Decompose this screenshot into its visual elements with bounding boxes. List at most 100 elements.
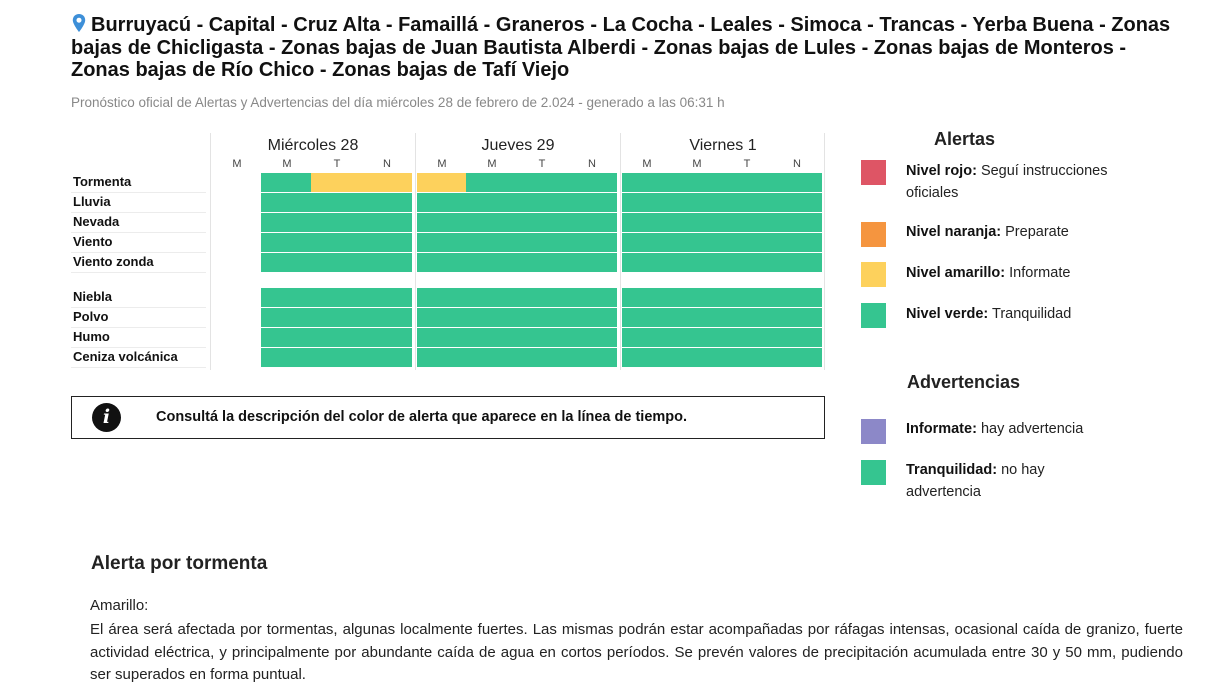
timeline-cell-verde bbox=[466, 233, 516, 252]
timeline-cell-verde bbox=[361, 213, 412, 232]
time-slot-label: T bbox=[333, 158, 341, 170]
timeline-cell-verde bbox=[771, 193, 822, 212]
swatch-tranquilidad bbox=[861, 460, 886, 485]
time-slot-label: M bbox=[642, 158, 652, 170]
timeline-cell-verde bbox=[516, 213, 566, 232]
description-title: Alerta por tormenta bbox=[91, 553, 268, 574]
timeline-cell-verde bbox=[417, 348, 466, 367]
timeline-cell-verde bbox=[261, 308, 311, 327]
timeline-cell-verde bbox=[516, 173, 566, 192]
timeline-cell-verde bbox=[721, 288, 771, 307]
day-label: Viernes 1 bbox=[689, 137, 757, 154]
time-slot-label: N bbox=[383, 158, 391, 170]
timeline-cell-verde bbox=[721, 173, 771, 192]
day-label: Jueves 29 bbox=[481, 137, 555, 154]
timeline-cell-verde bbox=[311, 348, 361, 367]
timeline-divider bbox=[824, 133, 825, 370]
timeline-cell-verde bbox=[566, 308, 617, 327]
row-label: Viento zonda bbox=[73, 254, 154, 269]
time-slot-label: M bbox=[282, 158, 292, 170]
legend-warnings-title: Advertencias bbox=[907, 372, 1021, 392]
timeline-cell-verde bbox=[466, 328, 516, 347]
legend-item-informate: Informate: hay advertencia bbox=[906, 421, 1084, 437]
timeline-cell-verde bbox=[566, 193, 617, 212]
timeline-cell-verde bbox=[671, 308, 721, 327]
timeline-cell-verde bbox=[261, 253, 311, 272]
description-level: Amarillo: bbox=[90, 597, 149, 614]
timeline-cell-verde bbox=[671, 328, 721, 347]
timeline-cell-verde bbox=[671, 253, 721, 272]
timeline-cell-verde bbox=[417, 233, 466, 252]
timeline-cell-verde bbox=[566, 348, 617, 367]
timeline-cell-verde bbox=[622, 348, 671, 367]
timeline-cell-verde bbox=[671, 348, 721, 367]
row-label: Polvo bbox=[73, 309, 109, 324]
timeline-cell-verde bbox=[311, 308, 361, 327]
timeline-cell-verde bbox=[261, 233, 311, 252]
timeline-cell-verde bbox=[417, 193, 466, 212]
timeline-cell-verde bbox=[417, 288, 466, 307]
timeline-divider bbox=[415, 133, 416, 370]
timeline-cell-verde bbox=[622, 233, 671, 252]
timeline-cell-amarillo bbox=[311, 173, 361, 192]
alert-timeline: Miércoles 28 M M T N Jueves 29 M M T N Viernes 1 M M… bbox=[71, 133, 826, 370]
legend-item-amarillo: Nivel amarillo: Informate bbox=[906, 265, 1071, 281]
timeline-cell-verde bbox=[261, 348, 311, 367]
row-separator bbox=[71, 327, 206, 328]
timeline-cell-verde bbox=[671, 173, 721, 192]
timeline-cell-verde bbox=[466, 213, 516, 232]
row-label: Niebla bbox=[73, 289, 113, 304]
timeline-cell-verde bbox=[311, 288, 361, 307]
row-separator bbox=[71, 367, 206, 368]
timeline-cell-verde bbox=[771, 328, 822, 347]
timeline-cell-verde bbox=[417, 328, 466, 347]
swatch-verde bbox=[861, 303, 886, 328]
row-separator bbox=[71, 192, 206, 193]
timeline-cell-verde bbox=[622, 253, 671, 272]
timeline-divider bbox=[210, 133, 211, 370]
timeline-cell-amarillo bbox=[361, 173, 412, 192]
timeline-cell-verde bbox=[566, 213, 617, 232]
timeline-cell-verde bbox=[622, 173, 671, 192]
row-separator bbox=[71, 252, 206, 253]
timeline-cell-verde bbox=[516, 253, 566, 272]
header: Burruyacú - Capital - Cruz Alta - Famail… bbox=[71, 14, 1181, 82]
legend-item-tranquilidad: Tranquilidad: no hay advertencia bbox=[906, 462, 1045, 500]
timeline-cell-verde bbox=[516, 233, 566, 252]
time-slot-label: M bbox=[692, 158, 702, 170]
row-label: Viento bbox=[73, 234, 113, 249]
timeline-cell-verde bbox=[566, 233, 617, 252]
timeline-cell-verde bbox=[311, 233, 361, 252]
timeline-cell-verde bbox=[771, 233, 822, 252]
row-label: Ceniza volcánica bbox=[73, 349, 178, 364]
timeline-cell-verde bbox=[622, 213, 671, 232]
time-slot-label: T bbox=[743, 158, 751, 170]
timeline-cell-verde bbox=[466, 253, 516, 272]
timeline-cell-verde bbox=[417, 213, 466, 232]
info-box: i Consultá la descripción del color de a… bbox=[71, 396, 825, 439]
timeline-cell-verde bbox=[671, 233, 721, 252]
row-separator bbox=[71, 212, 206, 213]
timeline-cell-verde bbox=[361, 233, 412, 252]
row-label: Tormenta bbox=[73, 174, 132, 189]
time-slot-label: N bbox=[588, 158, 596, 170]
timeline-cell-verde bbox=[466, 348, 516, 367]
swatch-naranja bbox=[861, 222, 886, 247]
row-separator bbox=[71, 347, 206, 348]
timeline-cell-verde bbox=[311, 193, 361, 212]
timeline-cell-verde bbox=[417, 308, 466, 327]
timeline-cell-verde bbox=[721, 253, 771, 272]
timeline-cell-verde bbox=[261, 213, 311, 232]
timeline-cell-verde bbox=[721, 233, 771, 252]
timeline-cell-verde bbox=[466, 193, 516, 212]
row-label: Humo bbox=[73, 329, 110, 344]
timeline-cell-verde bbox=[261, 328, 311, 347]
timeline-cell-verde bbox=[721, 328, 771, 347]
timeline-cell-verde bbox=[466, 308, 516, 327]
timeline-cell-verde bbox=[622, 288, 671, 307]
row-separator bbox=[71, 307, 206, 308]
row-label: Lluvia bbox=[73, 194, 111, 209]
timeline-cell-verde bbox=[622, 308, 671, 327]
timeline-cell-verde bbox=[311, 213, 361, 232]
timeline-cell-verde bbox=[361, 193, 412, 212]
